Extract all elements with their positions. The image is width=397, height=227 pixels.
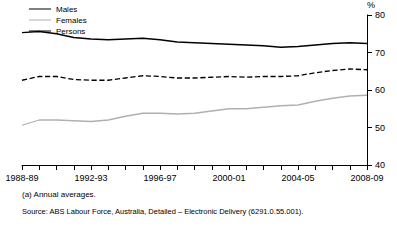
svg-text:60: 60 [375,85,385,95]
svg-text:70: 70 [375,48,385,58]
svg-text:Source: ABS Labour Force, Aust: Source: ABS Labour Force, Australia, Det… [22,207,303,216]
svg-text:1996-97: 1996-97 [143,173,176,183]
svg-text:Females: Females [56,16,87,25]
svg-text:2004-05: 2004-05 [281,173,314,183]
svg-text:Males: Males [56,5,77,14]
svg-text:50: 50 [375,123,385,133]
svg-text:(a) Annual averages.: (a) Annual averages. [22,190,96,199]
svg-text:40: 40 [375,160,385,170]
svg-text:2008-09: 2008-09 [350,173,383,183]
svg-text:Persons: Persons [56,27,85,36]
svg-text:80: 80 [375,10,385,20]
svg-text:1988-89: 1988-89 [5,173,38,183]
svg-text:2000-01: 2000-01 [212,173,245,183]
svg-text:1992-93: 1992-93 [74,173,107,183]
svg-text:%: % [367,0,375,10]
